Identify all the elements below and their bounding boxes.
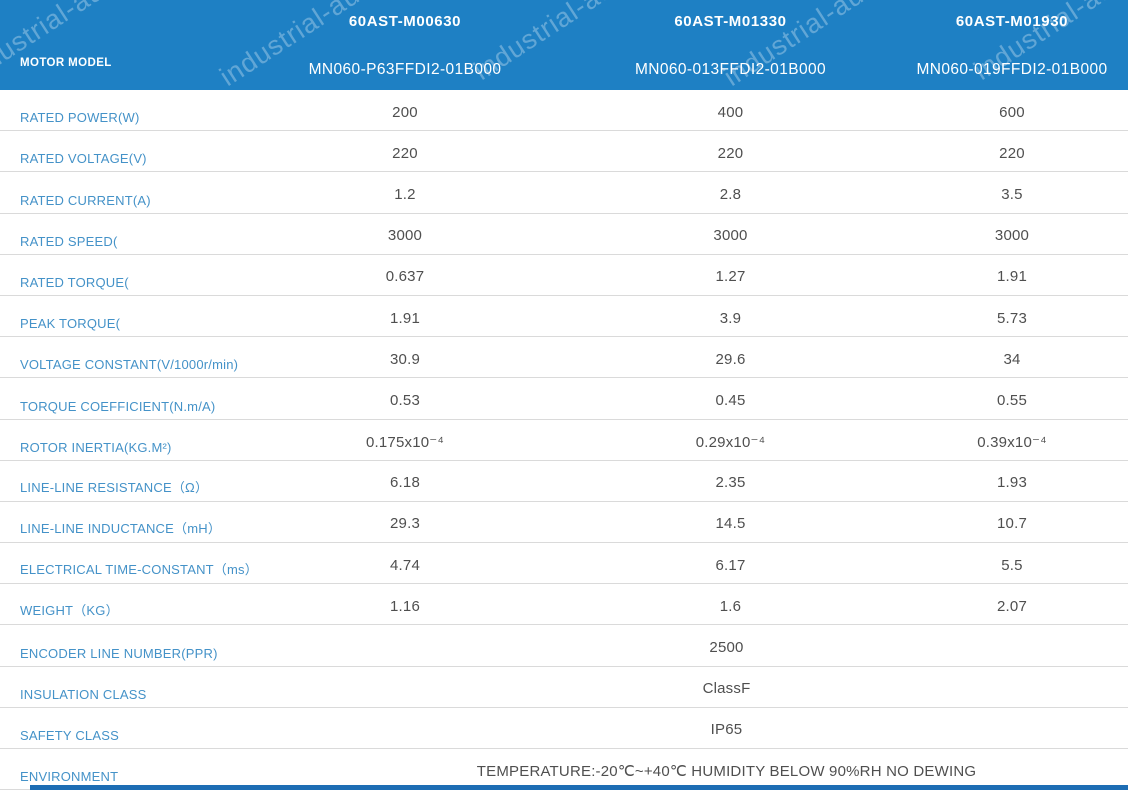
spec-value: 0.53 bbox=[390, 391, 420, 409]
spec-value: 0.175x10⁻⁴ bbox=[365, 433, 445, 451]
spec-row: ELECTRICAL TIME-CONSTANT（ms） 4.74 6.17 5.5 bbox=[0, 543, 1128, 585]
spec-row: TORQUE COEFFICIENT(N.m/A) 0.53 0.45 0.55 bbox=[0, 378, 1128, 420]
spec-row-label: VOLTAGE CONSTANT(V/1000r/min) bbox=[20, 357, 239, 373]
bottom-accent-bar bbox=[30, 785, 1128, 790]
spec-row: VOLTAGE CONSTANT(V/1000r/min) 30.9 29.6 34 bbox=[0, 337, 1128, 379]
spec-row-label: ELECTRICAL TIME-CONSTANT（ms） bbox=[20, 562, 258, 578]
spec-value: 29.3 bbox=[390, 515, 420, 533]
spec-value: 2.07 bbox=[997, 597, 1027, 615]
model-code: MN060-013FFDI2-01B000 bbox=[634, 61, 827, 78]
model-column-3: 60AST-M01930 MN060-019FFDI2-01B000 bbox=[896, 0, 1128, 90]
spec-value: 5.73 bbox=[997, 309, 1027, 327]
model-name: 60AST-M00630 bbox=[348, 13, 462, 30]
spec-row-label: INSULATION CLASS bbox=[20, 686, 147, 702]
spec-value: 6.18 bbox=[390, 474, 420, 492]
spec-value: 220 bbox=[999, 144, 1025, 162]
spec-value: 1.27 bbox=[715, 268, 746, 286]
spec-value: 3000 bbox=[713, 227, 748, 245]
spec-value: 3000 bbox=[387, 227, 423, 245]
spec-row-label: ENCODER LINE NUMBER(PPR) bbox=[20, 645, 218, 661]
spec-row-label: WEIGHT（KG） bbox=[20, 603, 119, 619]
spec-span-value: ClassF bbox=[702, 680, 751, 698]
spec-value: 29.6 bbox=[715, 350, 746, 368]
table-header: industrial-auto industrial-auto industri… bbox=[0, 0, 1128, 90]
model-name: 60AST-M01330 bbox=[674, 13, 787, 30]
spec-value: 400 bbox=[717, 103, 744, 121]
spec-value: 30.9 bbox=[390, 350, 420, 368]
spec-span-value: TEMPERATURE:-20℃~+40℃ HUMIDITY BELOW 90%… bbox=[476, 763, 977, 781]
spec-value: 1.91 bbox=[997, 268, 1027, 286]
model-column-2: 60AST-M01330 MN060-013FFDI2-01B000 bbox=[565, 0, 896, 90]
spec-row-label: TORQUE COEFFICIENT(N.m/A) bbox=[20, 398, 216, 414]
spec-value: 1.91 bbox=[390, 309, 420, 327]
spec-value: 220 bbox=[717, 144, 744, 162]
spec-value: 10.7 bbox=[997, 515, 1027, 533]
spec-row-label: ENVIRONMENT bbox=[20, 769, 119, 785]
spec-value: 1.16 bbox=[390, 597, 420, 615]
model-column-1: 60AST-M00630 MN060-P63FFDI2-01B000 bbox=[245, 0, 565, 90]
spec-value: 200 bbox=[392, 103, 418, 121]
spec-row: SAFETY CLASS IP65 bbox=[0, 708, 1128, 749]
spec-value: 2.35 bbox=[715, 474, 746, 492]
spec-row: LINE-LINE INDUCTANCE（mH） 29.3 14.5 10.7 bbox=[0, 502, 1128, 544]
spec-span-value: 2500 bbox=[709, 639, 744, 657]
spec-row: ROTOR INERTIA(KG.M²) 0.175x10⁻⁴ 0.29x10⁻⁴ 0… bbox=[0, 420, 1128, 461]
spec-value: 4.74 bbox=[390, 556, 420, 574]
spec-row-label: RATED POWER(W) bbox=[20, 110, 140, 126]
spec-value: 5.5 bbox=[1001, 556, 1023, 574]
spec-value: 0.637 bbox=[385, 268, 425, 286]
spec-table-body: RATED POWER(W) 200 400 600 RATED VOLTAGE(V) 2… bbox=[0, 90, 1128, 790]
spec-row: ENVIRONMENT TEMPERATURE:-20℃~+40℃ HUMIDIT… bbox=[0, 749, 1128, 790]
model-code: MN060-P63FFDI2-01B000 bbox=[308, 61, 502, 78]
spec-row: WEIGHT（KG） 1.16 1.6 2.07 bbox=[0, 584, 1128, 626]
spec-value: 1.2 bbox=[394, 185, 416, 203]
spec-value: 3.9 bbox=[719, 309, 742, 327]
spec-value: 6.17 bbox=[715, 556, 746, 574]
spec-span-value: IP65 bbox=[710, 721, 743, 739]
spec-row: RATED SPEED( 3000 3000 3000 bbox=[0, 214, 1128, 255]
spec-row: RATED VOLTAGE(V) 220 220 220 bbox=[0, 131, 1128, 173]
spec-value: 3.5 bbox=[1001, 185, 1023, 203]
spec-row: ENCODER LINE NUMBER(PPR) 2500 bbox=[0, 625, 1128, 667]
spec-value: 2.8 bbox=[719, 185, 742, 203]
spec-value: 14.5 bbox=[715, 515, 746, 533]
spec-row-label: RATED SPEED( bbox=[20, 233, 118, 249]
spec-row-label: LINE-LINE RESISTANCE（Ω） bbox=[20, 479, 209, 495]
spec-row-label: ROTOR INERTIA(KG.M²) bbox=[20, 439, 172, 455]
motor-model-header-label: MOTOR MODEL bbox=[20, 57, 112, 69]
spec-value: 600 bbox=[999, 103, 1025, 121]
spec-value: 0.39x10⁻⁴ bbox=[977, 433, 1047, 451]
spec-value: 0.29x10⁻⁴ bbox=[695, 433, 766, 451]
spec-value: 0.45 bbox=[715, 391, 746, 409]
spec-row-label: PEAK TORQUE( bbox=[20, 316, 121, 332]
spec-value: 1.93 bbox=[997, 474, 1027, 492]
spec-value: 34 bbox=[1003, 350, 1021, 368]
spec-row-label: SAFETY CLASS bbox=[20, 728, 119, 743]
spec-row: LINE-LINE RESISTANCE（Ω） 6.18 2.35 1.93 bbox=[0, 461, 1128, 502]
spec-row-label: RATED VOLTAGE(V) bbox=[20, 151, 147, 167]
spec-row-label: RATED TORQUE( bbox=[20, 274, 129, 290]
spec-row: RATED CURRENT(A) 1.2 2.8 3.5 bbox=[0, 172, 1128, 214]
spec-row: RATED POWER(W) 200 400 600 bbox=[0, 90, 1128, 132]
spec-value: 1.6 bbox=[719, 597, 742, 615]
spec-value: 220 bbox=[392, 144, 418, 162]
spec-value: 0.55 bbox=[997, 391, 1027, 409]
model-name: 60AST-M01930 bbox=[955, 13, 1069, 30]
spec-row: INSULATION CLASS ClassF bbox=[0, 667, 1128, 708]
spec-row-label: LINE-LINE INDUCTANCE（mH） bbox=[20, 521, 222, 537]
spec-value: 3000 bbox=[994, 227, 1030, 245]
spec-row-label: RATED CURRENT(A) bbox=[20, 192, 151, 208]
spec-row: PEAK TORQUE( 1.91 3.9 5.73 bbox=[0, 296, 1128, 338]
model-code: MN060-019FFDI2-01B000 bbox=[916, 61, 1108, 78]
spec-row: RATED TORQUE( 0.637 1.27 1.91 bbox=[0, 255, 1128, 296]
